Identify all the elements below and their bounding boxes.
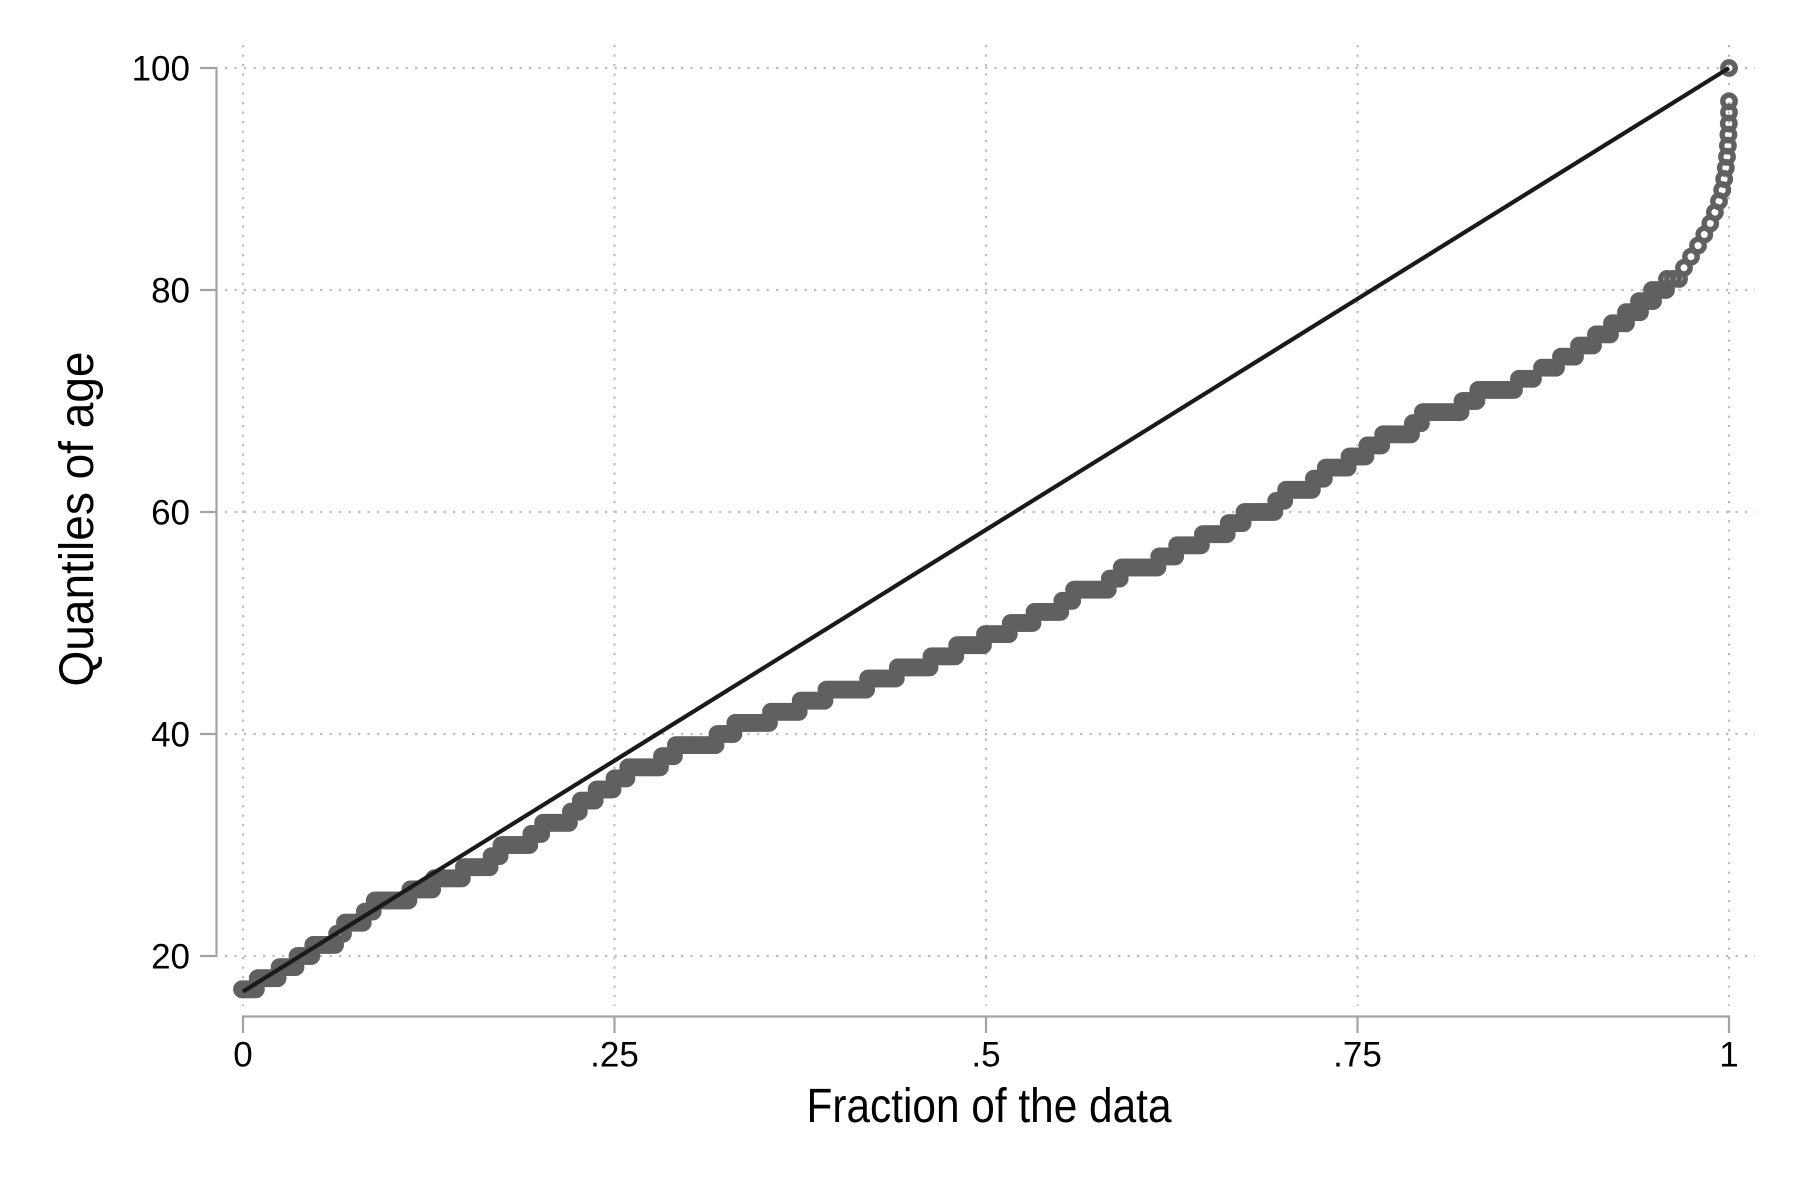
svg-text:Quantiles of age: Quantiles of age [51,352,104,687]
svg-text:.75: .75 [1333,1036,1382,1075]
svg-text:100: 100 [132,49,190,88]
svg-text:Fraction of the data: Fraction of the data [807,1080,1172,1133]
svg-text:80: 80 [151,271,190,310]
svg-text:0: 0 [233,1036,252,1075]
svg-text:40: 40 [151,715,190,754]
svg-text:20: 20 [151,937,190,976]
svg-text:60: 60 [151,493,190,532]
svg-text:.25: .25 [590,1036,639,1075]
svg-text:.5: .5 [971,1036,1000,1075]
svg-text:1: 1 [1719,1036,1738,1075]
